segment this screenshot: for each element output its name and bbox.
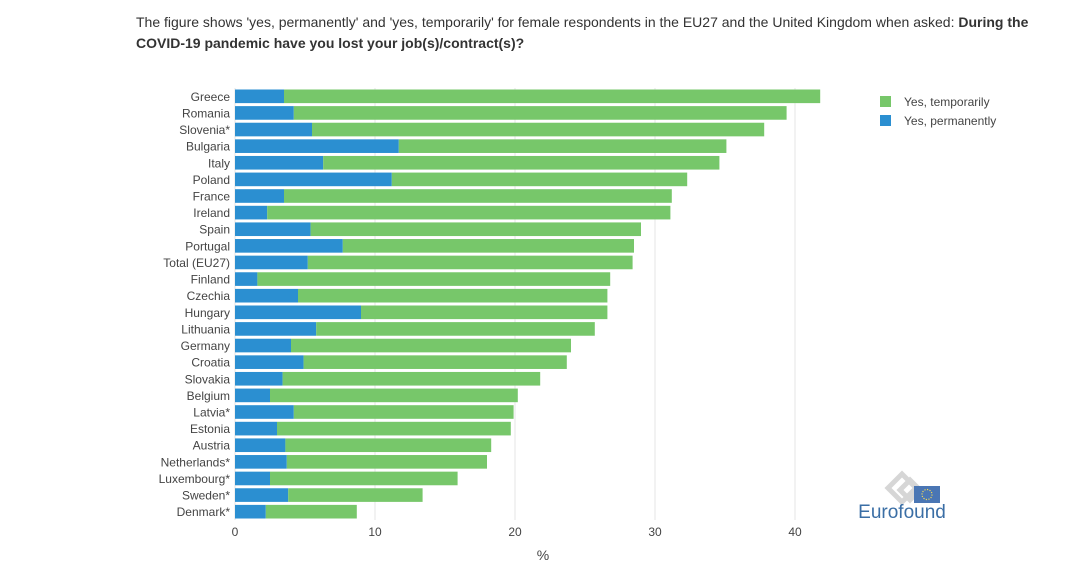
- category-label: Italy: [208, 156, 230, 170]
- bar-temporarily[interactable]: [277, 421, 511, 436]
- bar-permanently[interactable]: [235, 471, 270, 486]
- bar-temporarily[interactable]: [307, 255, 633, 270]
- bar-permanently[interactable]: [235, 504, 266, 519]
- category-label: Finland: [191, 273, 230, 287]
- bar-permanently[interactable]: [235, 288, 298, 303]
- x-tick-label: 30: [648, 525, 662, 539]
- bar-temporarily[interactable]: [282, 371, 541, 386]
- bar-temporarily[interactable]: [291, 338, 571, 353]
- category-label: Greece: [191, 90, 231, 104]
- bar-permanently[interactable]: [235, 272, 258, 286]
- x-axis-label: %: [537, 547, 549, 563]
- bar-temporarily[interactable]: [270, 471, 458, 486]
- category-label: France: [193, 190, 231, 204]
- category-label: Belgium: [187, 389, 230, 403]
- x-tick-label: 20: [508, 525, 522, 539]
- bar-permanently[interactable]: [235, 338, 291, 353]
- category-label: Total (EU27): [163, 256, 230, 270]
- bars: [235, 89, 821, 519]
- survey-question: During the COVID-19 pandemic have you lo…: [136, 14, 1029, 51]
- category-label: Poland: [193, 173, 230, 187]
- legend-label[interactable]: Yes, permanently: [904, 114, 996, 128]
- bar-permanently[interactable]: [235, 355, 304, 369]
- category-label: Estonia: [190, 422, 230, 436]
- bar-permanently[interactable]: [235, 172, 392, 187]
- bar-permanently[interactable]: [235, 371, 283, 386]
- bar-permanently[interactable]: [235, 222, 311, 237]
- x-tick-labels: 0 10 20 30 40: [232, 525, 802, 539]
- eurofound-logo: Eurofound: [858, 470, 946, 522]
- x-tick-label: 10: [368, 525, 382, 539]
- category-label: Spain: [199, 223, 230, 237]
- category-label: Latvia*: [193, 406, 230, 420]
- logo-mark-icon: [884, 470, 940, 506]
- bar-permanently[interactable]: [235, 205, 268, 220]
- category-label: Luxembourg*: [159, 472, 231, 486]
- bar-temporarily[interactable]: [257, 272, 611, 286]
- bar-temporarily[interactable]: [265, 504, 357, 519]
- category-labels: Greece Romania Slovenia* Bulgaria Italy Polan…: [159, 90, 231, 519]
- bar-temporarily[interactable]: [323, 155, 720, 170]
- category-label: Denmark*: [177, 505, 231, 519]
- category-label: Romania: [182, 106, 230, 120]
- category-label: Slovakia: [185, 372, 231, 386]
- logo-text: Eurofound: [858, 502, 946, 522]
- bar-permanently[interactable]: [235, 455, 287, 469]
- bar-temporarily[interactable]: [316, 322, 595, 336]
- bar-permanently[interactable]: [235, 139, 399, 153]
- category-label: Hungary: [185, 306, 230, 320]
- category-label: Portugal: [185, 239, 230, 253]
- x-tick-label: 40: [788, 525, 802, 539]
- bar-permanently[interactable]: [235, 322, 317, 336]
- bar-permanently[interactable]: [235, 438, 286, 453]
- category-label: Ireland: [193, 206, 230, 220]
- legend-label[interactable]: Yes, temporarily: [904, 95, 990, 109]
- bar-temporarily[interactable]: [391, 172, 688, 187]
- bar-temporarily[interactable]: [286, 455, 487, 469]
- category-label: Germany: [181, 339, 230, 353]
- category-label: Sweden*: [182, 489, 230, 503]
- legend[interactable]: Yes, temporarily Yes, permanently: [880, 95, 996, 128]
- bar-permanently[interactable]: [235, 106, 294, 120]
- bar-temporarily[interactable]: [288, 488, 423, 502]
- bar-permanently[interactable]: [235, 421, 277, 436]
- bar-permanently[interactable]: [235, 89, 284, 104]
- category-label: Netherlands*: [161, 455, 231, 469]
- bar-permanently[interactable]: [235, 189, 284, 203]
- category-label: Austria: [193, 439, 231, 453]
- bar-permanently[interactable]: [235, 388, 270, 403]
- bar-temporarily[interactable]: [303, 355, 567, 369]
- category-label: Lithuania: [181, 322, 230, 336]
- bar-temporarily[interactable]: [398, 139, 727, 153]
- bar-temporarily[interactable]: [267, 205, 671, 220]
- bar-permanently[interactable]: [235, 405, 294, 419]
- bar-permanently[interactable]: [235, 255, 308, 270]
- description-text: The figure shows 'yes, permanently' and …: [136, 14, 959, 30]
- bar-temporarily[interactable]: [293, 405, 514, 419]
- x-tick-label: 0: [232, 525, 239, 539]
- bar-temporarily[interactable]: [312, 122, 765, 137]
- category-label: Slovenia*: [179, 123, 230, 137]
- bar-permanently[interactable]: [235, 305, 361, 320]
- legend-swatch[interactable]: [880, 115, 891, 126]
- bar-temporarily[interactable]: [361, 305, 608, 320]
- bar-temporarily[interactable]: [293, 106, 787, 120]
- bar-permanently[interactable]: [235, 155, 324, 170]
- bar-temporarily[interactable]: [284, 189, 672, 203]
- bar-permanently[interactable]: [235, 239, 343, 253]
- legend-swatch[interactable]: [880, 96, 891, 107]
- bar-temporarily[interactable]: [285, 438, 492, 453]
- category-label: Bulgaria: [186, 140, 230, 154]
- figure-description: The figure shows 'yes, permanently' and …: [136, 12, 1041, 54]
- bar-temporarily[interactable]: [310, 222, 641, 237]
- category-label: Czechia: [187, 289, 231, 303]
- category-label: Croatia: [191, 356, 230, 370]
- bar-temporarily[interactable]: [298, 288, 608, 303]
- bar-permanently[interactable]: [235, 122, 312, 137]
- bar-temporarily[interactable]: [342, 239, 634, 253]
- bar-permanently[interactable]: [235, 488, 289, 502]
- bar-temporarily[interactable]: [270, 388, 518, 403]
- bar-temporarily[interactable]: [284, 89, 821, 104]
